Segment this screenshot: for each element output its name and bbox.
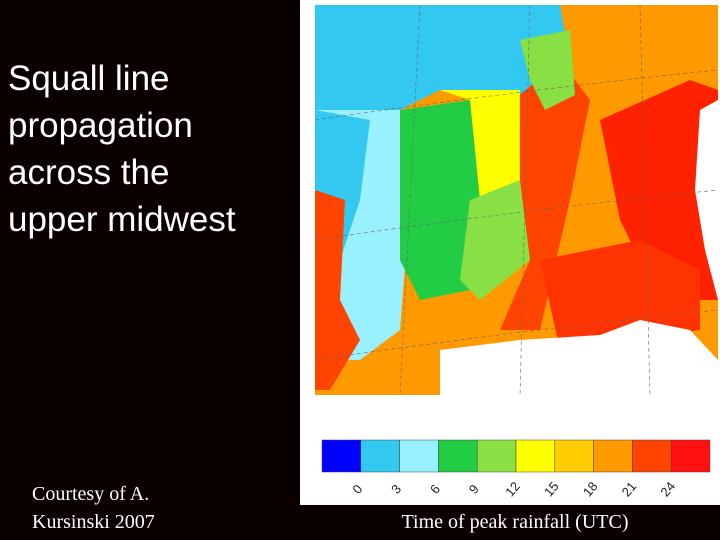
colorbar-swatch bbox=[670, 439, 711, 473]
colorbar-label: Time of peak rainfall (UTC) bbox=[402, 511, 629, 533]
colorbar-swatch bbox=[321, 439, 362, 473]
colorbar-swatch bbox=[438, 439, 478, 473]
title-line: upper midwest bbox=[8, 200, 236, 239]
colorbar-swatch bbox=[593, 439, 633, 473]
credit-line: Kursinski 2007 bbox=[32, 511, 155, 533]
colorbar-swatch bbox=[476, 439, 517, 473]
credit-line: Courtesy of A. bbox=[32, 483, 149, 505]
title-line: across the bbox=[8, 153, 169, 192]
credit: Courtesy of A. Kursinski 2007 bbox=[32, 483, 155, 533]
map bbox=[314, 4, 719, 396]
title: Squall line propagation across the upper mi… bbox=[8, 59, 236, 239]
colorbar-swatch bbox=[515, 439, 556, 473]
colorbar-swatch bbox=[399, 439, 439, 473]
colorbar-swatch bbox=[360, 439, 400, 473]
title-line: Squall line bbox=[8, 59, 170, 98]
colorbar-swatch bbox=[554, 439, 594, 473]
title-line: propagation bbox=[8, 106, 193, 145]
colorbar-swatch bbox=[632, 439, 672, 473]
